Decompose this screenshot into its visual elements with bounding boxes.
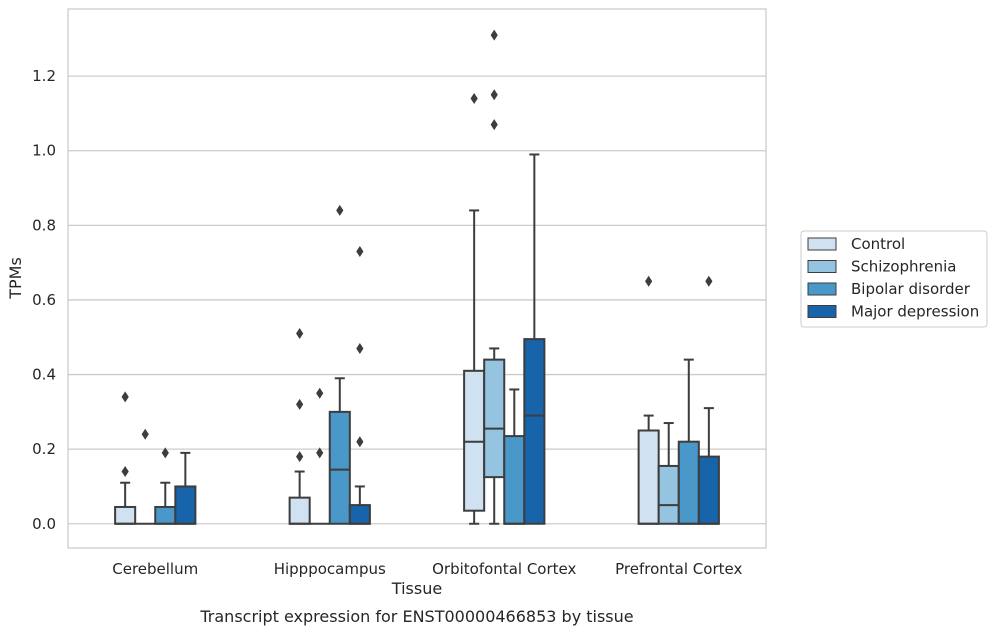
box-body [114,505,137,525]
figure-caption: Transcript expression for ENST0000046685… [199,607,633,626]
outlier-point [490,119,498,131]
legend-frame [800,230,988,328]
outlier-point [356,245,364,257]
box-major-depression [174,451,197,525]
x-tick-label: Orbitofontal Cortex [432,560,576,578]
y-tick-labels: 0.0 0.2 0.4 0.6 0.8 1.0 1.2 [32,67,56,533]
outlier-point [356,342,364,354]
y-tick-label: 1.2 [32,67,56,85]
box-body [503,435,526,525]
box-body [483,358,506,479]
legend-label: Bipolar disorder [851,280,971,298]
y-tick-label: 0.8 [32,216,56,234]
x-tick-labels: Cerebellum Hipppocampus Orbitofontal Corte… [112,560,742,578]
outlier-point [161,447,169,459]
legend-label: Schizophrenia [851,258,956,276]
outlier-point [470,93,478,105]
box-bipolar-disorder [328,204,351,525]
box-body [697,455,720,525]
outlier-point [336,204,344,216]
box-body [174,485,197,525]
y-tick-label: 0.6 [32,291,56,309]
box-body [523,338,546,525]
outlier-point [705,275,713,287]
legend: Control Schizophrenia Bipolar disorder Majo… [800,230,988,328]
outlier-point [296,328,304,340]
box-major-depression [697,275,720,525]
box-bipolar-disorder [503,388,526,525]
box-body [677,440,700,525]
plot-frame [67,8,767,549]
y-tick-label: 0.0 [32,515,56,533]
outlier-point [296,451,304,463]
box-control [288,328,311,525]
x-axis-label: Tissue [391,579,442,598]
x-tick-label: Hipppocampus [274,560,386,578]
legend-swatch [807,282,837,296]
y-axis-label: TPMs [6,257,25,300]
box-body [328,410,351,525]
y-tick-label: 0.4 [32,366,56,384]
box-major-depression [348,245,371,525]
outlier-point [121,466,129,478]
box-schizophrenia [309,387,330,525]
x-tick-label: Prefrontal Cortex [615,560,742,578]
box-body [154,505,177,525]
box-schizophrenia [483,29,506,525]
outlier-point [141,428,149,440]
y-tick-label: 0.2 [32,440,56,458]
outlier-point [645,275,653,287]
legend-swatch [807,305,837,318]
box-control [114,391,137,525]
box-body [288,496,311,525]
box-body [637,429,660,525]
legend-swatch [807,237,837,251]
outlier-point [296,398,304,410]
box-layer [114,29,720,525]
y-tick-label: 1.0 [32,142,56,160]
box-bipolar-disorder [677,358,700,525]
outlier-point [316,387,324,399]
legend-label: Control [851,235,905,253]
box-control [637,275,660,525]
x-tick-label: Cerebellum [112,560,198,578]
box-schizophrenia [135,428,156,525]
outlier-point [356,436,364,448]
outlier-point [121,391,129,403]
outlier-point [490,29,498,41]
outlier-point [490,89,498,101]
box-body [657,464,680,525]
box-body [348,504,371,525]
legend-swatch [807,260,837,273]
legend-label: Major depression [851,303,979,321]
box-major-depression [523,153,546,525]
outlier-point [316,447,324,459]
